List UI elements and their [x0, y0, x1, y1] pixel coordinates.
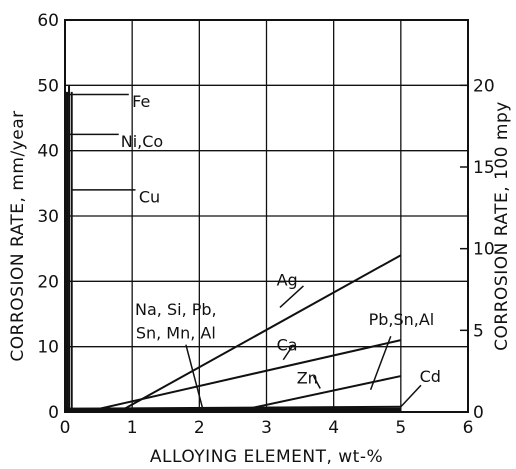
series-label-sn-mn-al: Sn, Mn, Al	[136, 323, 216, 342]
leader-line-zn	[312, 375, 321, 389]
leader-line-ca	[282, 344, 294, 361]
left-y-tick-label: 10	[37, 338, 59, 358]
right-y-axis-title: CORROSION RATE, 100 mpy	[492, 101, 512, 351]
x-tick-label: 3	[261, 418, 272, 438]
left-y-axis-title: CORROSION RATE, mm/year	[8, 110, 28, 361]
left-y-tick-label: 0	[48, 403, 59, 423]
leader-line-ag	[279, 285, 304, 309]
left-y-tick-label: 20	[37, 272, 59, 292]
left-y-tick-label: 40	[37, 142, 59, 162]
series-lines	[64, 85, 402, 413]
series-label-cu: Cu	[139, 187, 160, 206]
left-y-tick-label: 50	[37, 76, 59, 96]
series-label-ag: Ag	[277, 270, 298, 289]
series-label-pb-sn-al: Pb,Sn,Al	[369, 310, 435, 329]
series-label-zn: Zn	[297, 368, 318, 387]
leader-line-cd	[400, 384, 422, 408]
x-tick-label: 2	[194, 418, 205, 438]
label-leader-lines	[67, 93, 422, 409]
series-labels: Fe Ni,Co Cu Ag Ca Zn Cd Pb,Sn,Al Na, Si, Pb, Sn, …	[121, 92, 441, 387]
left-y-tick-label: 30	[37, 207, 59, 227]
left-y-tick-label: 60	[37, 11, 59, 31]
series-label-ni-co: Ni,Co	[121, 132, 163, 151]
plot-frame	[64, 19, 469, 413]
x-tick-label: 0	[60, 418, 71, 438]
leader-line-pb-sn-al	[369, 335, 392, 391]
right-y-tick-labels: 0 5 10 15 20	[473, 76, 495, 423]
right-y-tick-label: 20	[473, 76, 495, 96]
x-tick-label: 1	[127, 418, 138, 438]
series-label-na-si-pb: Na, Si, Pb,	[135, 300, 217, 319]
series-label-ca: Ca	[277, 336, 298, 355]
series-label-cd: Cd	[420, 367, 441, 386]
right-y-tick-label: 10	[473, 240, 495, 260]
right-y-tick-label: 15	[473, 158, 495, 178]
x-tick-label: 6	[463, 418, 474, 438]
grid-lines	[65, 20, 468, 413]
series-line-ag	[118, 254, 402, 413]
series-line-ca	[84, 339, 402, 413]
x-axis-title: ALLOYING ELEMENT, wt-%	[150, 447, 383, 467]
x-tick-label: 4	[328, 418, 339, 438]
x-tick-labels: 0 1 2 3 4 5 6	[60, 418, 474, 438]
right-y-tick-label: 0	[473, 403, 484, 423]
left-y-tick-labels: 0 10 20 30 40 50 60	[37, 11, 59, 423]
right-y-tick-label: 5	[473, 321, 484, 341]
x-tick-label: 5	[395, 418, 406, 438]
leader-line-na-si-pb-sn-mn-al	[185, 344, 204, 409]
series-label-fe: Fe	[132, 92, 150, 111]
